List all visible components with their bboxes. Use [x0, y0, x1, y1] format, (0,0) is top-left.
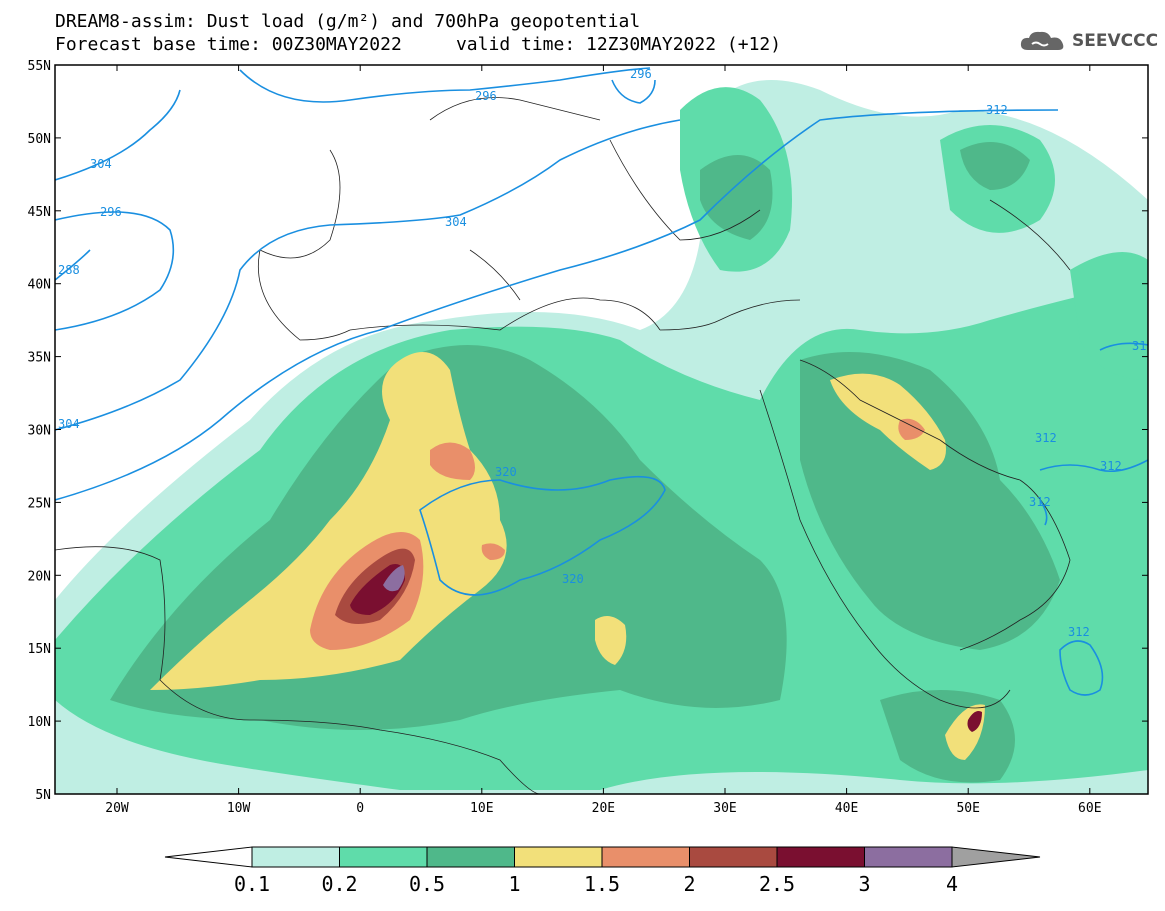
logo-text: SEEVCCC — [1072, 31, 1159, 51]
colorbar-under-arrow — [164, 846, 253, 868]
contour-label: 312 — [1100, 459, 1122, 473]
colorbar-swatch — [864, 846, 953, 868]
lon-label: 10E — [470, 801, 493, 816]
colorbar-swatch — [601, 846, 690, 868]
cloud-icon — [1020, 31, 1064, 50]
map-title-line2: Forecast base time: 00Z30MAY2022 valid t… — [55, 34, 782, 55]
contour-label: 31 — [1132, 339, 1146, 353]
lon-label: 50E — [956, 801, 979, 816]
lat-label: 55N — [28, 59, 51, 74]
contour-label: 312 — [986, 103, 1008, 117]
contour-label: 320 — [562, 572, 584, 586]
contour-labels: 296 296 304 296 288 304 304 312 320 320 … — [58, 67, 1146, 639]
lat-label: 35N — [28, 351, 51, 366]
colorbar-swatch — [689, 846, 778, 868]
lon-label: 40E — [835, 801, 858, 816]
colorbar-label: 2 — [683, 872, 695, 896]
contour-label: 288 — [58, 263, 80, 277]
colorbar-over-arrow — [951, 846, 1041, 868]
contour-label: 296 — [475, 89, 497, 103]
lat-label: 20N — [28, 569, 51, 584]
lon-label: 60E — [1078, 801, 1101, 816]
contour-label: 312 — [1029, 495, 1051, 509]
colorbar-swatch — [251, 846, 340, 868]
lat-label: 45N — [28, 205, 51, 220]
colorbar-swatch — [339, 846, 428, 868]
contour-label: 312 — [1035, 431, 1057, 445]
colorbar-label: 0.2 — [321, 872, 357, 896]
lat-label: 40N — [28, 278, 51, 293]
colorbar-swatch — [426, 846, 515, 868]
lat-label: 10N — [28, 715, 51, 730]
colorbar-label: 4 — [946, 872, 958, 896]
contour-label: 304 — [90, 157, 112, 171]
lat-label: 5N — [35, 788, 51, 803]
seevccc-logo: SEEVCCC — [1018, 26, 1158, 56]
contour-label: 304 — [58, 417, 80, 431]
contour-label: 296 — [630, 67, 652, 81]
lat-label: 25N — [28, 496, 51, 511]
latitude-axis: 55N 50N 45N 40N 35N 30N 25N 20N 15N 10N 5N — [28, 59, 1148, 803]
colorbar-label: 1 — [508, 872, 520, 896]
lon-label: 30E — [713, 801, 736, 816]
colorbar-label: 3 — [858, 872, 870, 896]
colorbar-label: 1.5 — [584, 872, 620, 896]
colorbar: 0.1 0.2 0.5 1 1.5 2 2.5 3 4 — [164, 846, 1041, 896]
contour-label: 304 — [445, 215, 467, 229]
lon-label: 10W — [227, 801, 251, 816]
lon-label: 20W — [105, 801, 129, 816]
contour-label: 320 — [495, 465, 517, 479]
lon-label: 0 — [356, 801, 364, 816]
geopotential-contours — [55, 67, 1148, 696]
lat-label: 30N — [28, 424, 51, 439]
lat-label: 15N — [28, 642, 51, 657]
colorbar-label: 2.5 — [759, 872, 795, 896]
longitude-axis: 20W 10W 0 10E 20E 30E 40E 50E 60E — [105, 65, 1102, 816]
lon-label: 20E — [592, 801, 615, 816]
colorbar-label: 0.5 — [409, 872, 445, 896]
contour-label: 296 — [100, 205, 122, 219]
dust-fields — [55, 65, 1148, 794]
colorbar-label: 0.1 — [234, 872, 270, 896]
lat-label: 50N — [28, 132, 51, 147]
contour-label: 312 — [1068, 625, 1090, 639]
colorbar-swatch — [514, 846, 603, 868]
colorbar-swatch — [776, 846, 865, 868]
map-title-line1: DREAM8-assim: Dust load (g/m²) and 700hP… — [55, 11, 641, 32]
